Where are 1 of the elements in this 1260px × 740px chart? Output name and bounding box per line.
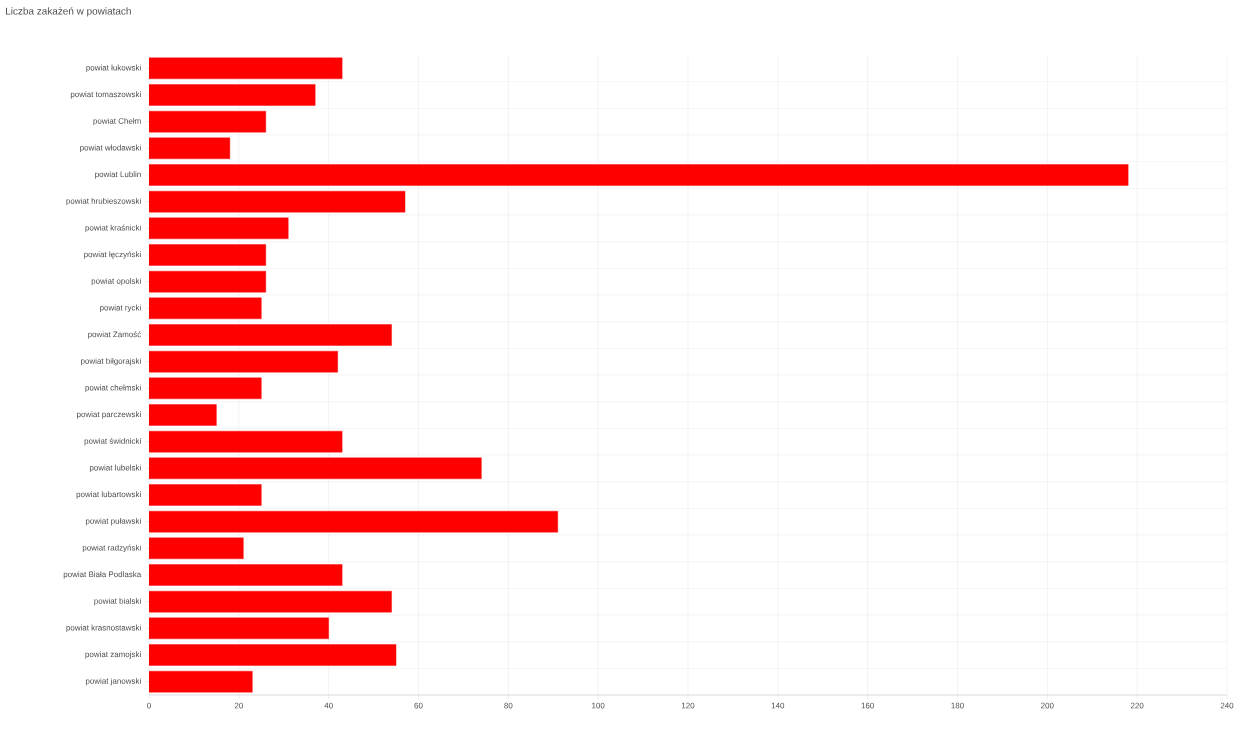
text: Liczba zakażeń w powiatach [6, 7, 131, 17]
